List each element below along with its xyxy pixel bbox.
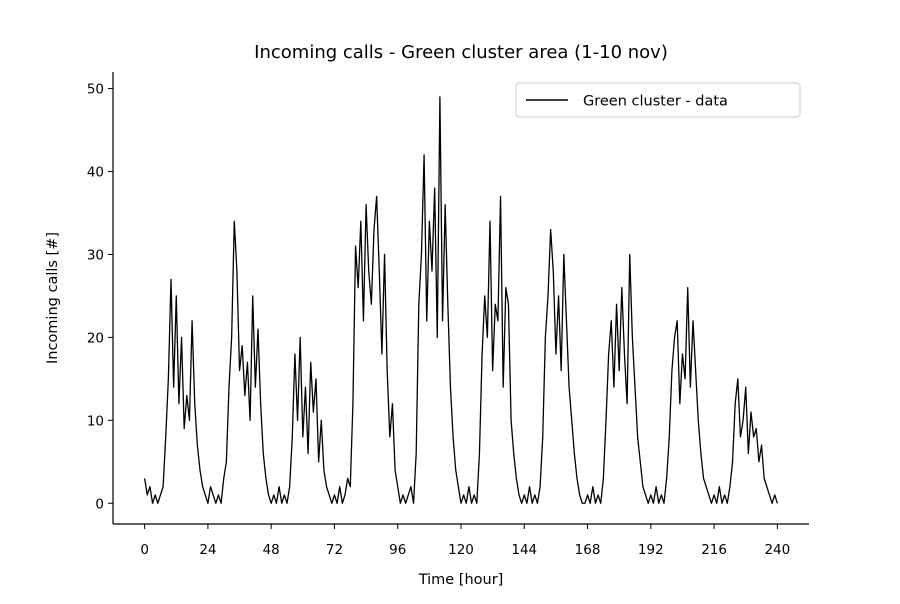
x-tick-label: 216 [701, 542, 727, 558]
x-tick-label: 168 [575, 542, 601, 558]
x-tick-label: 72 [326, 542, 343, 558]
y-tick-label: 20 [87, 330, 104, 346]
y-tick-label: 10 [87, 413, 104, 429]
chart-title: Incoming calls - Green cluster area (1-1… [254, 42, 668, 63]
x-tick-label: 96 [389, 542, 406, 558]
x-tick-label: 144 [511, 542, 537, 558]
x-axis-label: Time [hour] [418, 572, 504, 588]
x-tick-label: 120 [448, 542, 474, 558]
y-axis-label: Incoming calls [#] [45, 232, 61, 364]
x-tick-label: 0 [140, 542, 149, 558]
legend-box [515, 82, 801, 118]
legend-label: Green cluster - data [583, 94, 728, 110]
x-tick-label: 48 [263, 542, 280, 558]
y-tick-label: 0 [95, 496, 104, 512]
data-line [143, 96, 778, 504]
y-tick-label: 40 [87, 165, 104, 181]
x-tick-label: 192 [638, 542, 664, 558]
x-tick-label: 240 [764, 542, 790, 558]
x-tick-label: 24 [199, 542, 216, 558]
y-tick-label: 30 [87, 247, 104, 263]
y-tick-label: 50 [87, 82, 104, 98]
